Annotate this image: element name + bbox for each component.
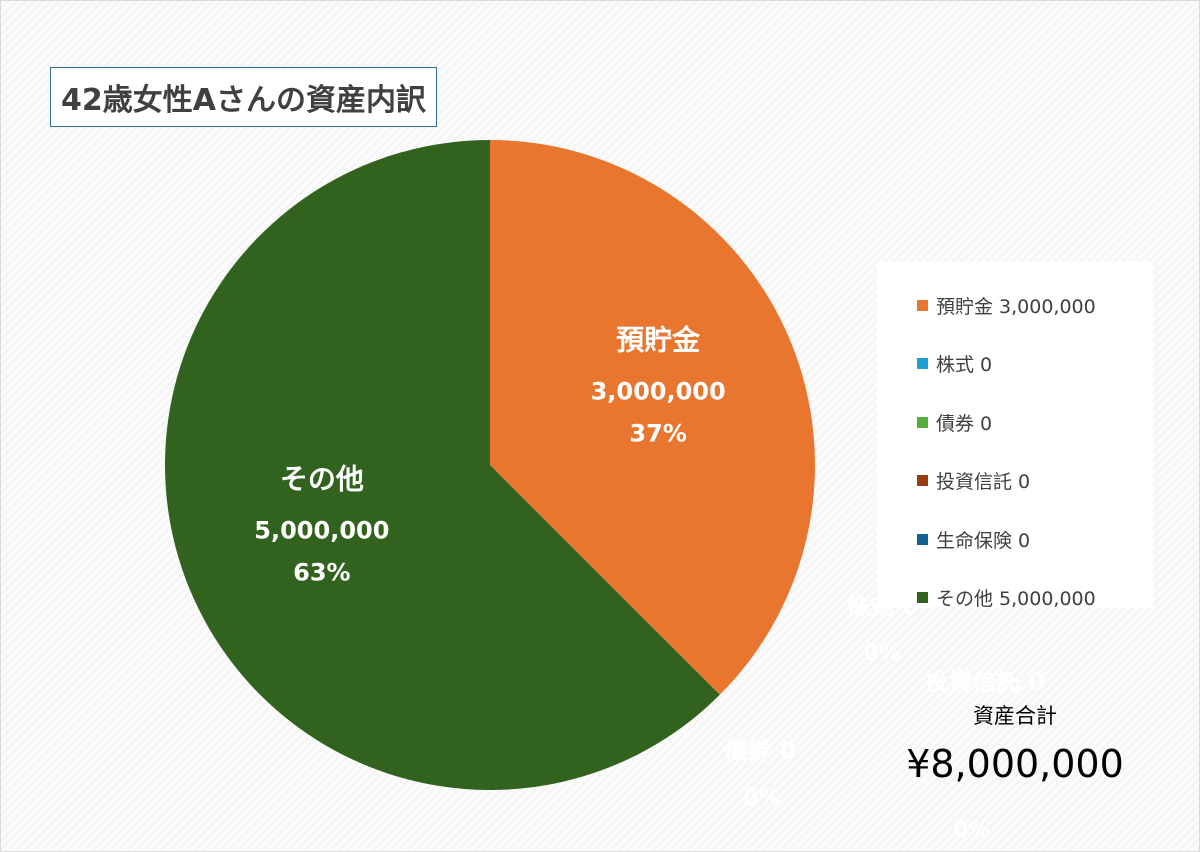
legend-item-kabushiki: 株式 0 [917, 335, 1153, 394]
zero-percent-seimeihoken: 0% [953, 818, 990, 843]
legend-item-sonota: その他 5,000,000 [917, 569, 1153, 628]
total-assets-value: ¥8,000,000 [906, 742, 1124, 786]
slice-percent-label: 37% [629, 419, 686, 447]
legend-label: 生命保険 0 [936, 529, 1031, 552]
zero-label-toshishintaku: 投資信託 0 [924, 668, 1045, 696]
slice-name-label: 預貯金 [616, 323, 701, 356]
legend-label: 投資信託 0 [936, 471, 1031, 494]
legend-item-toshishintaku: 投資信託 0 [917, 452, 1153, 511]
zero-percent-saiken: 0% [743, 786, 780, 811]
pie-slice-0 [490, 140, 816, 695]
legend-label: 株式 0 [936, 354, 993, 377]
slice-value-label: 5,000,000 [254, 517, 389, 545]
legend-label: その他 5,000,000 [936, 588, 1096, 611]
total-assets-label: 資産合計 [973, 704, 1057, 728]
pie-slice-5 [165, 140, 720, 790]
legend-item-seimeihoken: 生命保険 0 [917, 510, 1153, 569]
zero-percent-kabushiki: 0% [863, 641, 900, 666]
legend-swatch [917, 533, 928, 545]
slice-name-label: その他 [280, 463, 364, 496]
slice-percent-label: 63% [293, 559, 350, 587]
legend: 預貯金 3,000,000 株式 0 債券 0 投資信託 0 生命保険 0 その… [877, 262, 1153, 610]
legend-label: 債券 0 [936, 412, 993, 435]
slice-value-label: 3,000,000 [591, 377, 726, 405]
legend-label: 預貯金 3,000,000 [936, 295, 1096, 318]
legend-item-saiken: 債券 0 [917, 393, 1153, 452]
legend-swatch [917, 592, 928, 604]
legend-swatch [917, 358, 928, 370]
legend-swatch [917, 299, 928, 311]
legend-item-yochokin: 預貯金 3,000,000 [917, 276, 1153, 335]
zero-label-saiken: 債券 0 [722, 737, 796, 765]
legend-swatch [917, 475, 928, 487]
legend-swatch [917, 416, 928, 428]
chart-title: 42歳女性Aさんの資産内訳 [50, 67, 437, 127]
